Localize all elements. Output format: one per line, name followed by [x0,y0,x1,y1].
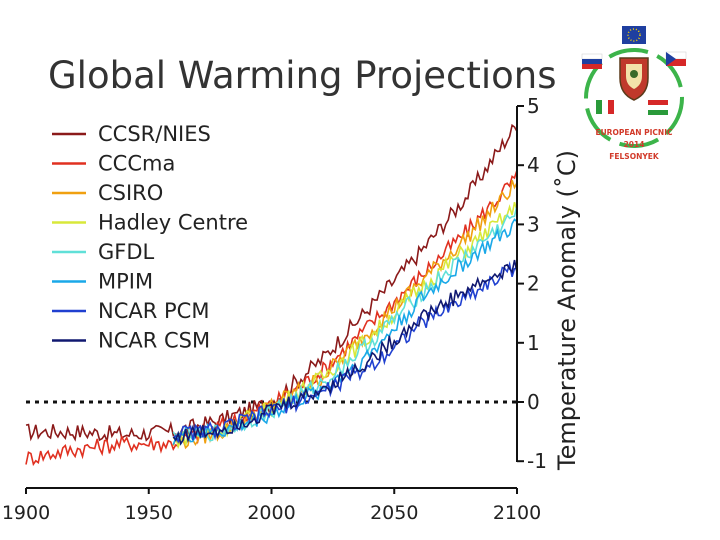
logo-line-2: 2014 [624,140,645,149]
legend-label: Hadley Centre [98,211,248,235]
x-tick-label: 1950 [125,502,173,524]
y-tick-label: 0 [527,390,540,414]
legend-label: MPIM [98,270,153,294]
legend-label: CCSR/NIES [98,122,211,146]
y-tick-label: 3 [527,212,540,236]
coat-of-arms-icon [619,57,649,101]
series-line-ncar-pcm [172,261,518,444]
x-tick-label: 2000 [247,502,295,524]
legend-label: NCAR CSM [98,329,210,353]
logo-line-1: EUROPEAN PICNIC [595,128,673,137]
x-tick-label: 1900 [2,502,50,524]
hungary-flag-icon [648,100,668,115]
legend-label: NCAR PCM [98,299,209,323]
x-axis: 1900 1950 2000 2050 2100 [2,487,541,524]
y-tick-label: 1 [527,331,540,355]
eu-flag-icon [622,26,646,44]
y-axis: -1 0 1 2 3 4 5 [516,94,547,473]
logo-ring [584,48,684,148]
legend: CCSR/NIES CCCma CSIRO Hadley Centre GFDL MPIM… [52,122,248,353]
legend-label: GFDL [98,240,155,264]
italy-flag-icon [596,100,614,114]
y-tick-label: 4 [527,153,540,177]
logo-line-3: FELSONYEK [609,152,660,161]
series-line-ncar-csm [172,259,518,446]
series-lines [25,123,518,467]
y-tick-label: 2 [527,272,540,296]
chart-title: Global Warming Projections [48,54,557,97]
slovakia-flag-icon [581,53,603,69]
legend-label: CCCma [98,152,175,176]
x-tick-label: 2100 [493,502,541,524]
event-logo: EUROPEAN PICNIC 2014 FELSONYEK [581,26,687,161]
legend-label: CSIRO [98,181,163,205]
czech-flag-icon [665,51,687,66]
x-tick-label: 2050 [370,502,418,524]
y-tick-label: 5 [527,94,540,118]
y-tick-label: -1 [527,449,547,473]
y-axis-label: Temperature Anomaly (˚C) [553,150,581,471]
